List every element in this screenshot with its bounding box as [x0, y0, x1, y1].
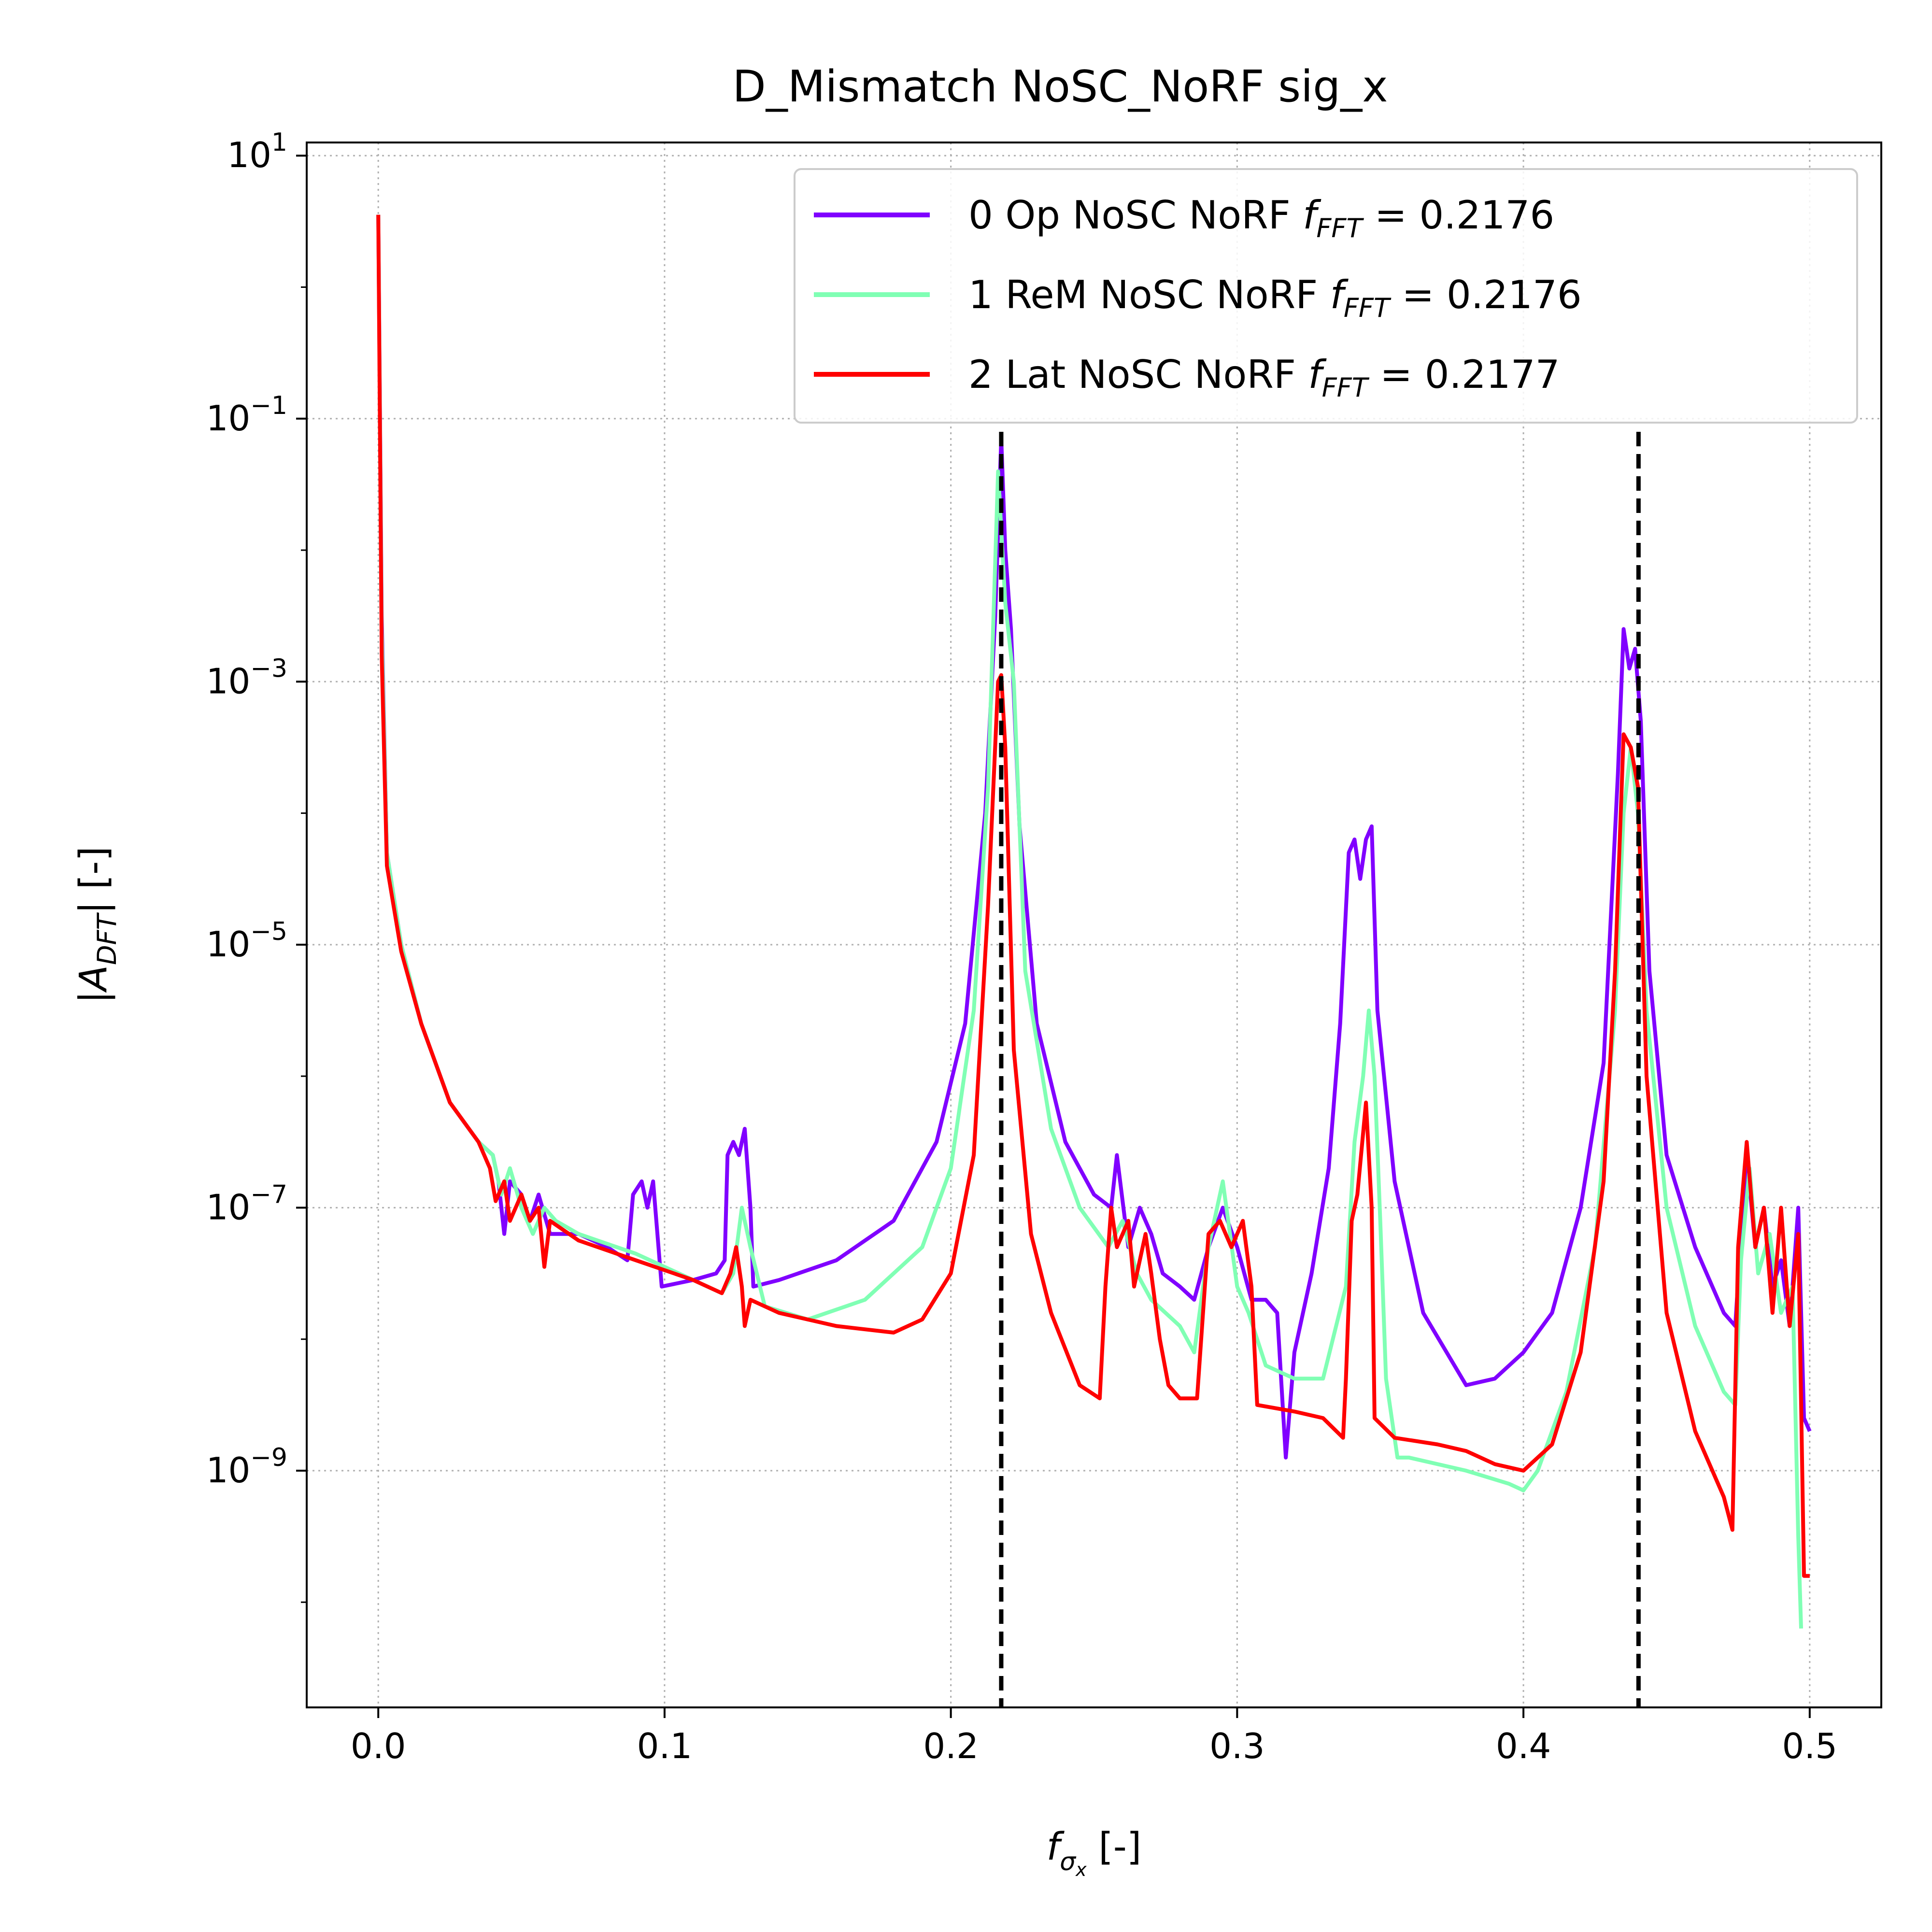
y-tick-label: 10−1: [206, 391, 287, 439]
x-axis: 0.0 0.1 0.2 0.3 0.4 0.5: [351, 1707, 1837, 1766]
x-tick-label: 0.4: [1496, 1726, 1551, 1766]
plot-frame: [306, 142, 1882, 1708]
series-line-2: [376, 214, 1810, 1578]
y-axis: 101 10−1 10−3 10−5 10−7 10−9: [206, 128, 307, 1603]
y-tick-label: 10−9: [206, 1443, 287, 1491]
y-axis-label: |ADFT| [-]: [72, 846, 122, 1003]
x-axis-label: fσx [-]: [1047, 1825, 1142, 1880]
x-tick-label: 0.1: [637, 1726, 693, 1766]
legend-label-1: 1 ReM NoSC NoRF fFFT = 0.2176: [968, 272, 1582, 323]
series-line-1: [376, 214, 1803, 1629]
vlines: [999, 431, 1641, 1707]
y-tick-label: 101: [227, 128, 287, 175]
legend-box: [794, 168, 1858, 424]
legend: 0 Op NoSC NoRF fFFT = 0.2176 1 ReM NoSC N…: [794, 168, 1858, 424]
legend-label-2: 2 Lat NoSC NoRF fFFT = 0.2177: [968, 352, 1560, 403]
y-tick-label: 10−3: [206, 654, 287, 701]
x-tick-label: 0.0: [351, 1726, 406, 1766]
legend-label-0: 0 Op NoSC NoRF fFFT = 0.2176: [968, 193, 1554, 243]
x-tick-label: 0.2: [923, 1726, 979, 1766]
series-layer: [376, 214, 1812, 1629]
x-tick-label: 0.3: [1209, 1726, 1265, 1766]
chart-title: D_Mismatch NoSC_NoRF sig_x: [732, 61, 1388, 112]
y-tick-label: 10−7: [206, 1180, 287, 1227]
y-tick-label: 10−5: [206, 917, 287, 965]
x-tick-label: 0.5: [1782, 1726, 1838, 1766]
